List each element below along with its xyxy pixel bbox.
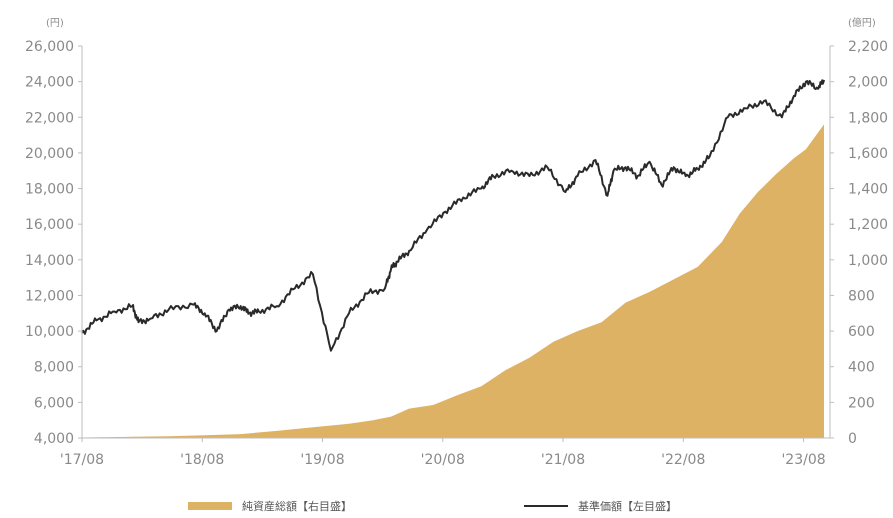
- right-axis-tick-label: 1,200: [848, 217, 888, 233]
- right-axis-tick-label: 1,800: [848, 110, 888, 126]
- legend-label-net-assets: 純資産総額【右目盛】: [242, 500, 352, 513]
- right-axis-tick-label: 1,600: [848, 146, 888, 162]
- x-axis-tick-label: '21/08: [541, 452, 585, 468]
- x-axis-tick-label: '20/08: [421, 452, 465, 468]
- left-axis-tick-label: 12,000: [25, 288, 74, 304]
- left-axis-tick-label: 4,000: [34, 431, 74, 447]
- legend-item-net-assets: 純資産総額【右目盛】: [188, 498, 352, 514]
- right-axis-tick-label: 400: [848, 360, 875, 376]
- right-axis-tick-label: 200: [848, 395, 875, 411]
- right-axis-tick-label: 1,400: [848, 182, 888, 198]
- left-axis-tick-label: 10,000: [25, 324, 74, 340]
- right-axis-tick-label: 1,000: [848, 253, 888, 269]
- left-axis-tick-label: 26,000: [25, 39, 74, 55]
- right-axis-tick-label: 2,000: [848, 75, 888, 91]
- legend-item-nav: 基準価額【左目盛】: [524, 498, 677, 514]
- left-axis-tick-label: 22,000: [25, 110, 74, 126]
- x-axis-tick-label: '19/08: [300, 452, 344, 468]
- left-axis-tick-label: 18,000: [25, 182, 74, 198]
- legend-swatch-nav: [524, 505, 568, 507]
- net-assets-area: [82, 124, 824, 439]
- x-axis-tick-label: '23/08: [781, 452, 825, 468]
- chart-legend: 純資産総額【右目盛】 基準価額【左目盛】: [0, 498, 893, 518]
- legend-swatch-net-assets: [188, 502, 232, 510]
- left-axis-tick-label: 14,000: [25, 253, 74, 269]
- x-axis-tick-label: '22/08: [661, 452, 705, 468]
- right-axis-tick-label: 0: [848, 431, 857, 447]
- nav-line: [81, 79, 825, 352]
- left-axis-tick-label: 24,000: [25, 75, 74, 91]
- left-axis-tick-label: 16,000: [25, 217, 74, 233]
- x-axis-tick-label: '17/08: [60, 452, 104, 468]
- left-axis-tick-label: 20,000: [25, 146, 74, 162]
- right-axis-unit-label: (億円): [848, 16, 876, 29]
- nav-and-net-assets-chart: (円) (億円) 26,000 24,000 22,000 20,000 18,000 16,…: [25, 16, 888, 468]
- left-axis-unit-label: (円): [46, 18, 64, 29]
- left-axis-tick-label: 8,000: [34, 360, 74, 376]
- right-axis-tick-label: 800: [848, 288, 875, 304]
- legend-label-nav: 基準価額【左目盛】: [578, 500, 677, 513]
- x-axis-tick-label: '18/08: [180, 452, 224, 468]
- right-axis-tick-label: 2,200: [848, 39, 888, 55]
- right-axis-tick-label: 600: [848, 324, 875, 340]
- left-axis-tick-label: 6,000: [34, 395, 74, 411]
